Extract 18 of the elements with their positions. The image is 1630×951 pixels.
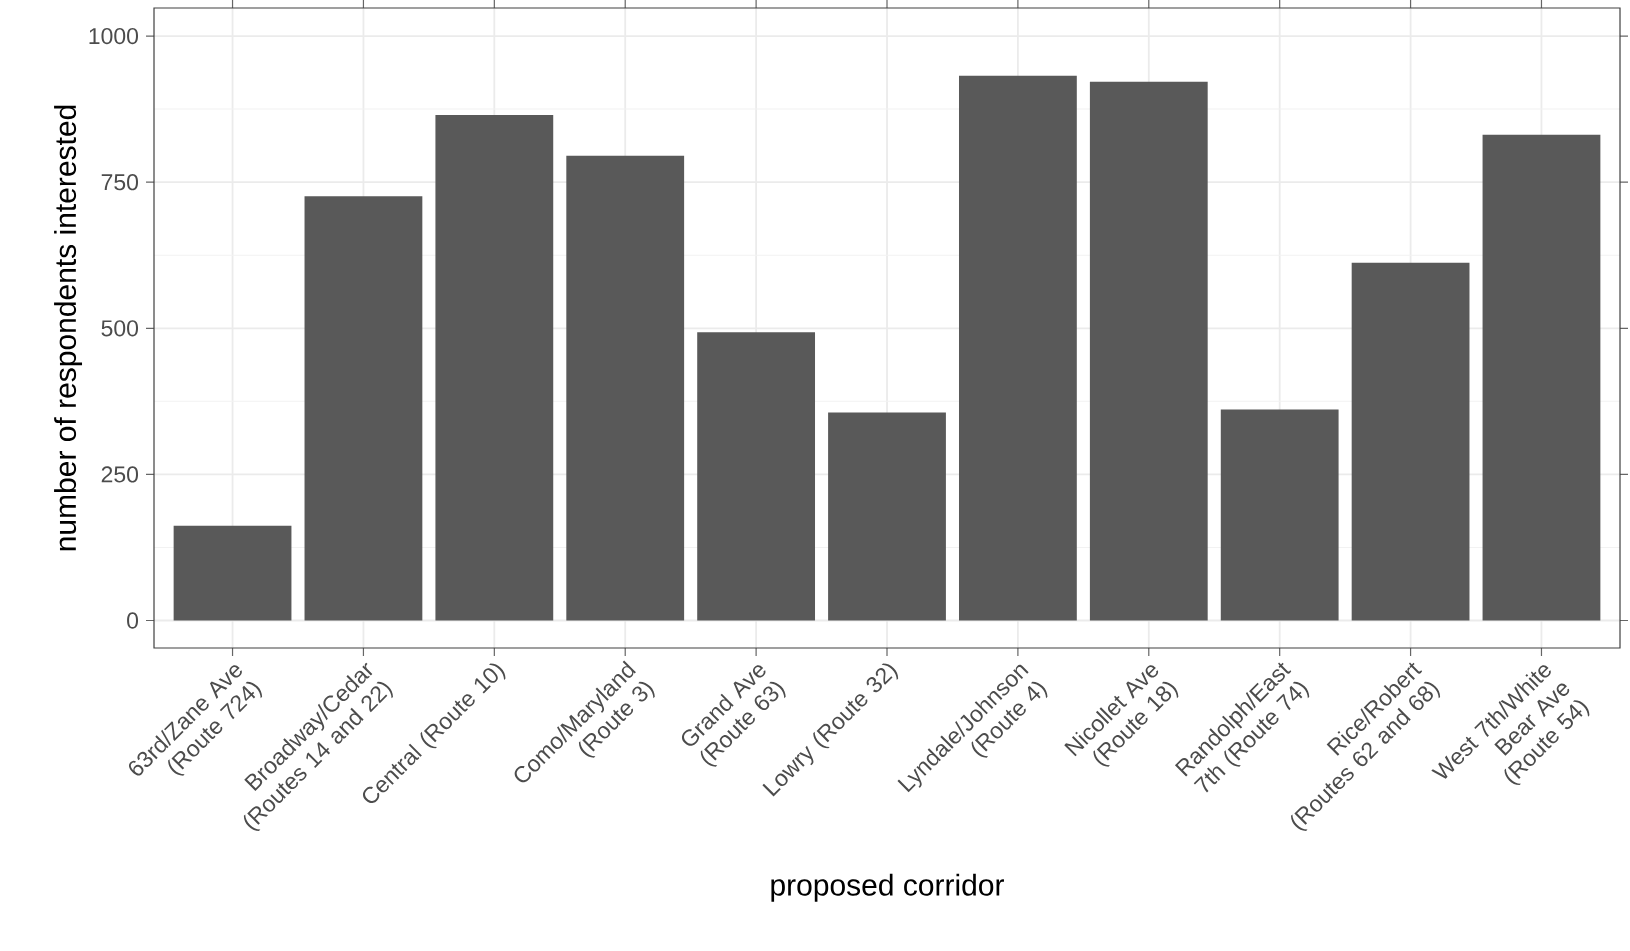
y-tick-label: 1000 bbox=[89, 27, 139, 45]
bar bbox=[959, 75, 1077, 621]
bar bbox=[697, 332, 816, 621]
bar bbox=[1220, 409, 1339, 621]
y-tick-label: 750 bbox=[101, 174, 139, 191]
y-tick-label: 500 bbox=[101, 320, 139, 337]
bar bbox=[1482, 134, 1601, 621]
bar bbox=[173, 525, 292, 621]
bar bbox=[435, 114, 554, 621]
y-axis-title: number of respondents interested bbox=[54, 105, 83, 551]
y-tick-label: 250 bbox=[101, 466, 139, 483]
y-tick-label: 0 bbox=[127, 612, 139, 629]
x-axis-title: proposed corridor bbox=[771, 873, 1004, 902]
bar bbox=[828, 412, 946, 621]
bar bbox=[1351, 262, 1470, 621]
bar bbox=[304, 196, 423, 621]
bar bbox=[566, 155, 685, 621]
bar bbox=[1089, 81, 1208, 621]
